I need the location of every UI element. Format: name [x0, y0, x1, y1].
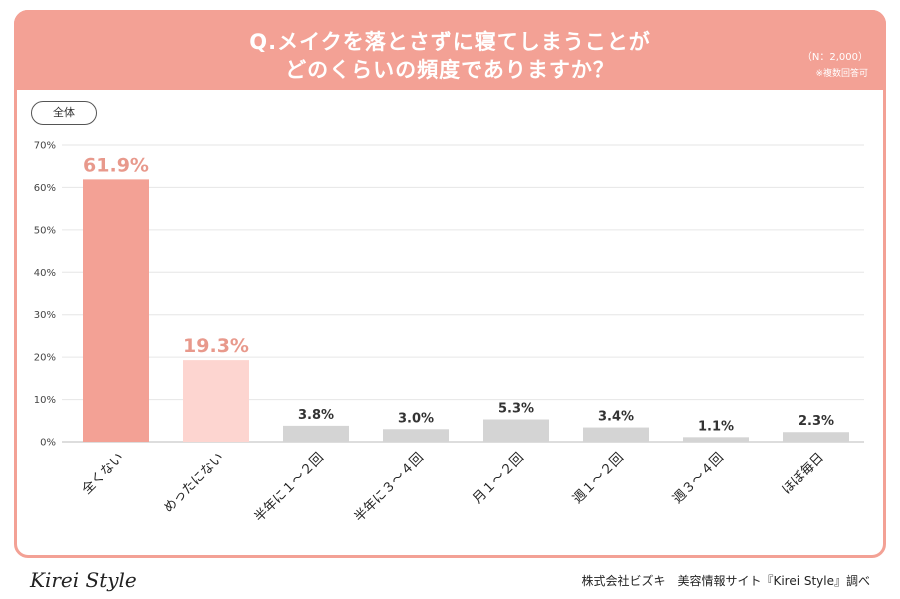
- kirei-style-logo: Kirei Style: [30, 568, 137, 592]
- data-label: 5.3%: [498, 402, 534, 417]
- data-label: 2.3%: [798, 414, 834, 429]
- y-tick-label: 70%: [34, 141, 56, 152]
- x-tick-label: ほぼ毎日: [779, 450, 827, 498]
- x-tick-label: 半年に１～２回: [252, 450, 327, 525]
- x-tick-label: めったにない: [161, 450, 227, 516]
- header-banner: Q.メイクを落とさずに寝てしまうことが どのくらいの頻度でありますか？ （N：2…: [14, 10, 886, 90]
- multiple-answer-note: ※複数回答可: [815, 69, 868, 79]
- bar: [183, 360, 249, 442]
- y-tick-label: 30%: [34, 310, 56, 321]
- segment-badge: 全体: [31, 101, 97, 125]
- y-tick-label: 50%: [34, 225, 56, 236]
- sample-size-label: （N：2,000）: [801, 52, 868, 63]
- y-tick-label: 40%: [34, 268, 56, 279]
- x-tick-label: 月１～２回: [470, 450, 527, 507]
- bar: [483, 419, 549, 442]
- question-title-line1: Q.メイクを落とさずに寝てしまうことが: [249, 30, 651, 54]
- data-label: 1.1%: [698, 419, 734, 434]
- x-tick-label: 半年に３～４回: [352, 450, 427, 525]
- source-credit: 株式会社ビズキ 美容情報サイト『Kirei Style』調べ: [581, 574, 870, 588]
- bar: [83, 179, 149, 443]
- data-label: 3.8%: [298, 408, 334, 423]
- data-label: 61.9%: [83, 154, 149, 176]
- question-title-line2: どのくらいの頻度でありますか？: [285, 58, 615, 82]
- data-label: 3.4%: [598, 410, 634, 425]
- x-tick-label: 週１～２回: [570, 450, 627, 507]
- x-tick-label: 週３～４回: [670, 450, 727, 507]
- bar: [683, 437, 749, 442]
- y-tick-label: 20%: [34, 353, 56, 364]
- bar: [583, 427, 649, 442]
- y-tick-label: 0%: [40, 438, 56, 449]
- chart-frame: [14, 10, 886, 558]
- y-tick-label: 10%: [34, 395, 56, 406]
- bar: [383, 429, 449, 442]
- data-label: 3.0%: [398, 411, 434, 426]
- x-tick-label: 全くない: [79, 450, 127, 498]
- bar: [783, 432, 849, 442]
- bar: [283, 425, 349, 442]
- y-tick-label: 60%: [34, 183, 56, 194]
- data-label: 19.3%: [183, 335, 249, 357]
